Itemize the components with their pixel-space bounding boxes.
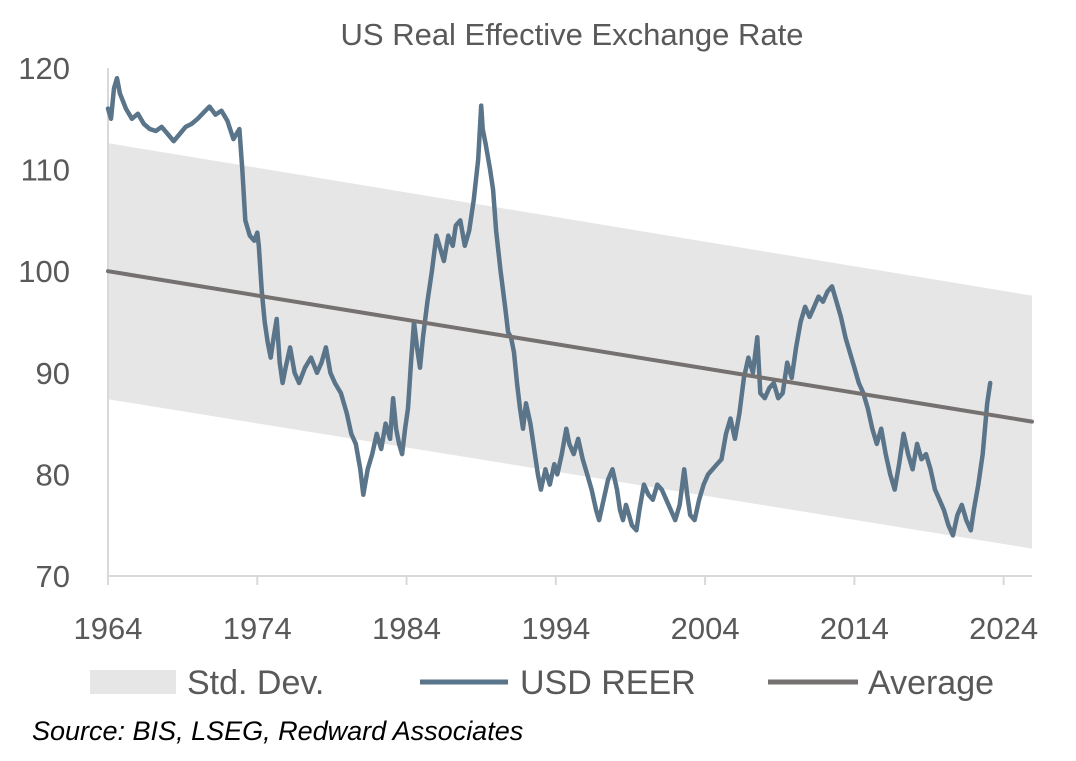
legend-avg-label: Average [868, 664, 994, 702]
source-note: Source: BIS, LSEG, Redward Associates [32, 716, 524, 746]
legend-reer-label: USD REER [520, 664, 696, 702]
legend-band-swatch [90, 670, 176, 694]
y-tick-label: 90 [36, 356, 70, 391]
usd-reer-line [105, 75, 993, 538]
plot-area: 70 80 90 100 110 120 1964 1974 1984 1994 2004 2014 2… [18, 51, 1038, 646]
x-tick-label: 1984 [372, 611, 441, 646]
x-tick-label: 1994 [521, 611, 590, 646]
y-tick-label: 120 [18, 51, 70, 86]
average-line [106, 269, 1034, 424]
y-tick-label: 70 [36, 559, 70, 594]
x-tick-label: 2014 [820, 611, 889, 646]
legend: Std. Dev. USD REER Average [90, 664, 994, 702]
x-tick-label: 2024 [969, 611, 1038, 646]
y-tick-label: 80 [36, 457, 70, 492]
chart-title: US Real Effective Exchange Rate [341, 17, 804, 52]
y-tick-label: 110 [21, 153, 70, 188]
x-tick-label: 2004 [671, 611, 740, 646]
x-tick-label: 1964 [74, 611, 143, 646]
x-tick-label: 1974 [223, 611, 292, 646]
y-tick-label: 100 [18, 254, 70, 289]
legend-band-label: Std. Dev. [187, 664, 324, 702]
